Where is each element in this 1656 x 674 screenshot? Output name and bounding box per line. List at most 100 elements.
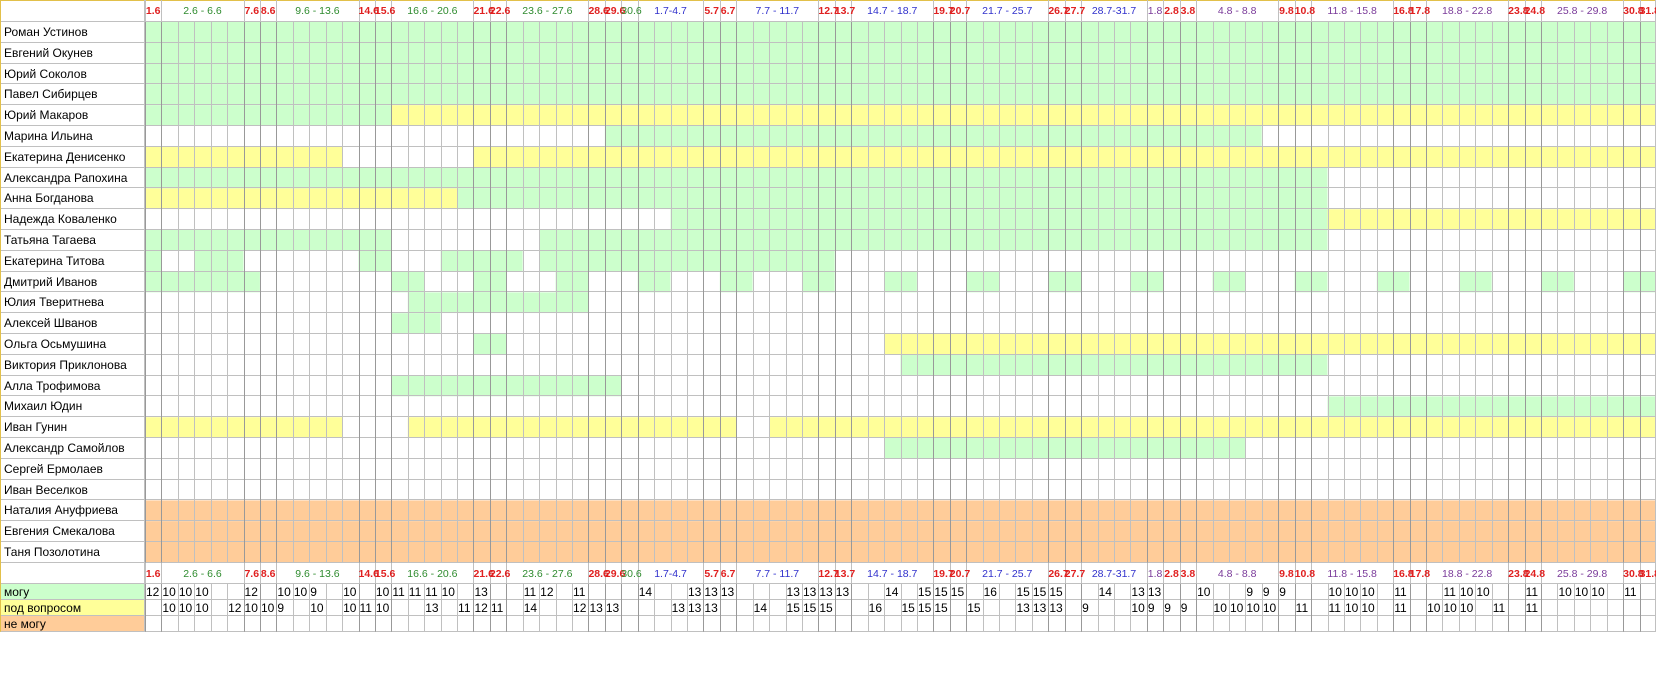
- header-date-15: 5.7: [704, 5, 719, 17]
- summary-count: 13: [1147, 584, 1162, 599]
- footer-header-date-21: 19.7: [933, 567, 954, 580]
- summary-count: 11: [1525, 600, 1539, 615]
- footer-header-date-4: 9.6 - 13.6: [295, 567, 340, 580]
- summary-count: 10: [1131, 600, 1145, 615]
- footer-header-date-11: 28.6: [588, 567, 609, 580]
- availability-cell: [884, 271, 917, 293]
- summary-count: 15: [819, 600, 833, 615]
- summary-count: 11: [408, 584, 422, 599]
- person-name: Марина Ильина: [4, 129, 93, 143]
- availability-cell: [884, 438, 1246, 459]
- summary-count: 13: [425, 600, 439, 615]
- footer-header-date-15: 5.7: [704, 567, 719, 580]
- header-date-19: 13.7: [834, 5, 856, 17]
- availability-cell: [145, 126, 605, 147]
- header-date-16: 6.7: [720, 5, 736, 17]
- summary-count: 13: [1016, 600, 1030, 615]
- header-date-41: 31.8: [1639, 5, 1656, 17]
- summary-count: 10: [178, 584, 193, 599]
- header-date-4: 9.6 - 13.6: [295, 5, 340, 17]
- availability-cell: [1327, 271, 1377, 293]
- availability-cell: [1048, 271, 1082, 293]
- summary-count: 10: [178, 600, 193, 615]
- person-name: Александра Рапохина: [4, 170, 128, 185]
- footer-header-date-2: 7.6: [244, 567, 260, 580]
- person-name: Виктория Приклонова: [4, 357, 127, 372]
- summary-count: 15: [802, 600, 817, 615]
- footer-header-date-20: 14.7 - 18.7: [867, 567, 918, 580]
- footer-header-date-39: 25.8 - 29.8: [1556, 567, 1608, 580]
- footer-header-date-3: 8.6: [260, 567, 276, 580]
- footer-header-date-33: 11.8 - 15.8: [1327, 567, 1377, 580]
- availability-cell: [391, 313, 441, 334]
- summary-count: 13: [605, 600, 620, 615]
- header-date-25: 27.7: [1064, 5, 1086, 17]
- availability-cell: [1245, 438, 1656, 459]
- availability-cell: [1245, 271, 1295, 293]
- header-date-33: 11.8 - 15.8: [1327, 5, 1377, 17]
- summary-count: 11: [392, 584, 405, 599]
- footer-header-date-10: 23.6 - 27.6: [522, 567, 573, 580]
- footer-header-date-28: 2.8: [1164, 567, 1179, 580]
- availability-cell: [522, 250, 540, 272]
- header-date-28: 2.8: [1164, 5, 1179, 17]
- footer-header-date-23: 21.7 - 25.7: [982, 567, 1033, 580]
- summary-count: 13: [671, 600, 685, 615]
- summary-count: 11: [1295, 600, 1309, 615]
- availability-cell: [1327, 396, 1656, 418]
- header-date-20: 14.7 - 18.7: [867, 5, 918, 17]
- availability-cell: [145, 375, 392, 397]
- person-name: Павел Сибирцев: [4, 87, 98, 102]
- summary-count: 10: [260, 600, 275, 615]
- person-name: Алексей Шванов: [4, 316, 98, 331]
- summary-count: 11: [1624, 584, 1637, 599]
- availability-cell: [1163, 271, 1213, 293]
- summary-count: 10: [343, 584, 357, 599]
- header-date-11: 28.6: [588, 5, 609, 17]
- header-date-38: 24.8: [1524, 5, 1546, 17]
- summary-count: 15: [934, 600, 948, 615]
- person-name: Роман Устинов: [4, 25, 88, 39]
- header-date-9: 22.6: [489, 5, 511, 17]
- availability-cell: [1409, 271, 1459, 293]
- header-date-29: 3.8: [1180, 5, 1196, 17]
- summary-count: 9: [1180, 600, 1188, 615]
- summary-count: 10: [1427, 600, 1441, 615]
- availability-cell: [506, 334, 885, 355]
- availability-cell: [145, 230, 392, 251]
- availability-cell: [145, 313, 392, 334]
- summary-count: 11: [573, 584, 586, 599]
- availability-cell: [834, 271, 885, 293]
- availability-cell: [243, 250, 359, 272]
- header-date-30: 4.8 - 8.8: [1217, 5, 1257, 17]
- footer-header-date-26: 28.7-31.7: [1091, 567, 1137, 580]
- header-date-14: 1.7-4.7: [654, 5, 687, 17]
- person-name: Иван Веселков: [4, 482, 88, 497]
- footer-header-date-12: 29.6: [604, 567, 626, 580]
- summary-count: 13: [687, 600, 702, 615]
- summary-count: 9: [1246, 584, 1254, 599]
- person-name: Юрий Макаров: [4, 108, 89, 123]
- summary-count: 10: [1229, 600, 1244, 615]
- summary-count: 15: [967, 600, 981, 615]
- summary-count: 13: [1131, 584, 1145, 599]
- footer-header-date-25: 27.7: [1064, 567, 1086, 580]
- footer-header-date-29: 3.8: [1180, 567, 1196, 580]
- footer-header-date-19: 13.7: [834, 567, 856, 580]
- availability-cell: [473, 271, 507, 293]
- header-date-31: 9.8: [1279, 5, 1294, 17]
- header-date-36: 18.8 - 22.8: [1442, 5, 1493, 17]
- availability-cell: [145, 105, 392, 126]
- availability-cell: [440, 250, 523, 272]
- person-name: Надежда Коваленко: [4, 212, 117, 227]
- header-date-35: 17.8: [1409, 5, 1431, 17]
- person-name: Евгения Смекалова: [4, 524, 115, 539]
- availability-cell: [145, 271, 260, 293]
- availability-cell: [1081, 271, 1131, 293]
- summary-count: 16: [983, 584, 997, 599]
- summary-count: 10: [1443, 600, 1457, 615]
- summary-count: 11: [1443, 584, 1456, 599]
- summary-count: 10: [375, 584, 390, 599]
- summary-count: 10: [1574, 584, 1589, 599]
- summary-count: 10: [1361, 600, 1375, 615]
